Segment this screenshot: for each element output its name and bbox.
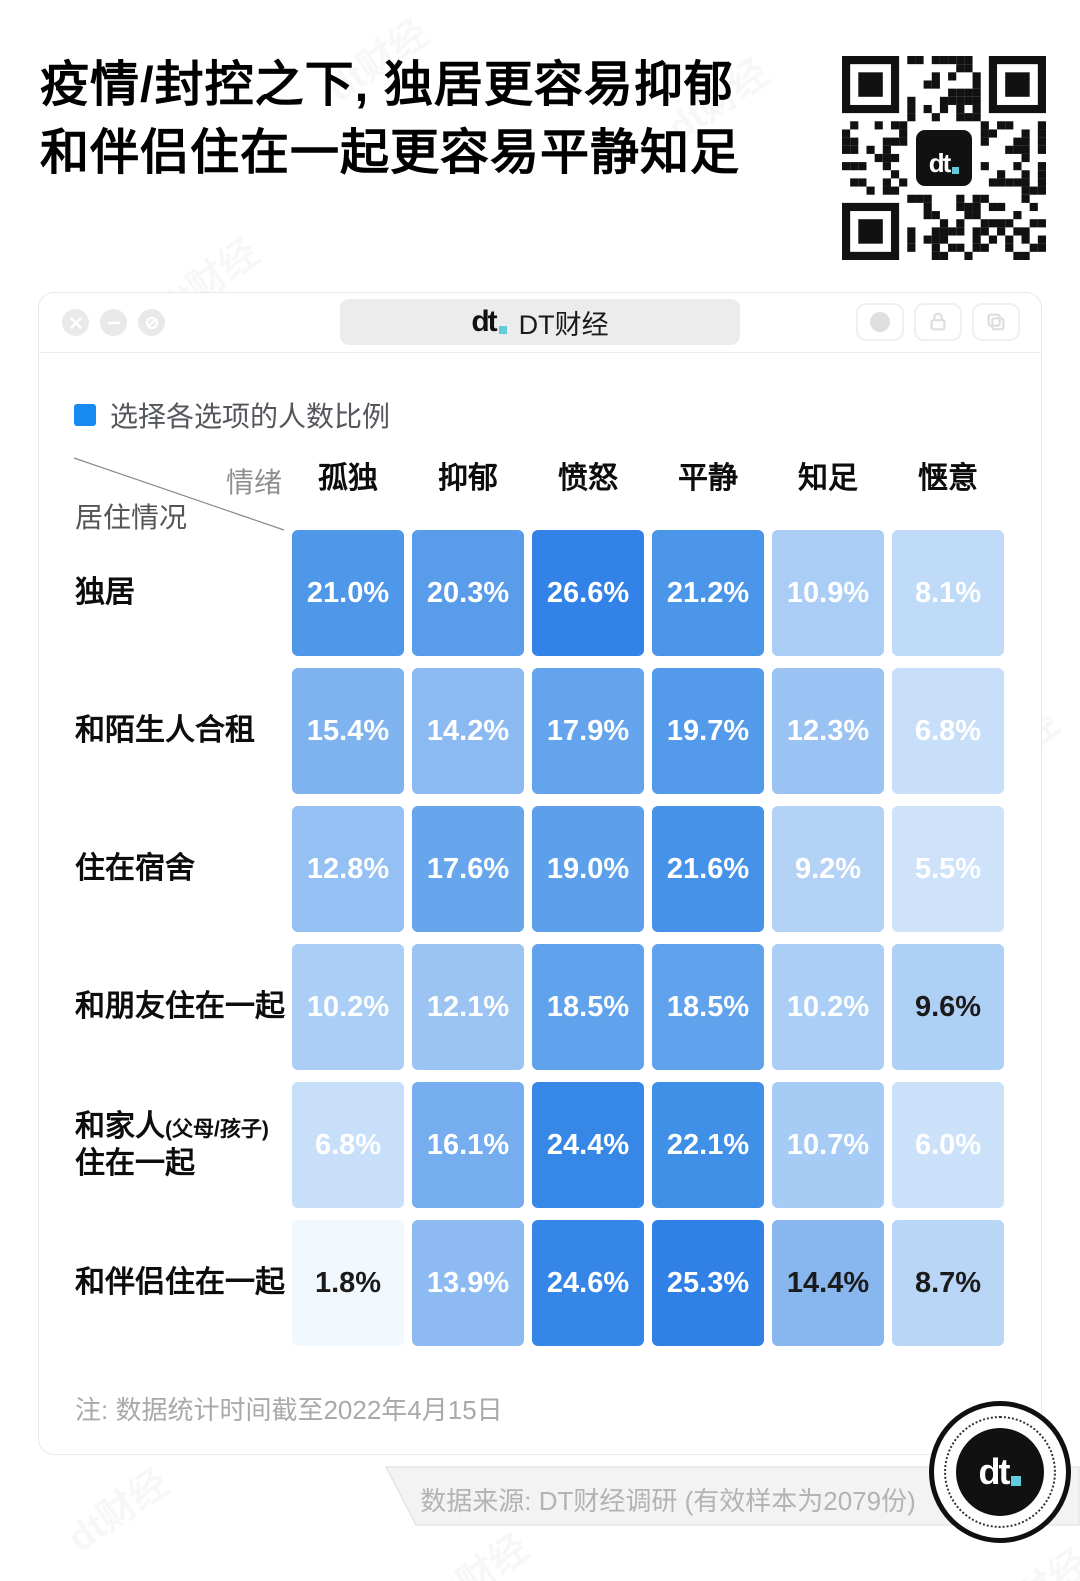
heatmap-cell-r5-c2: 16.1% xyxy=(412,1082,524,1208)
heatmap-cell-r5-c6: 6.0% xyxy=(892,1082,1004,1208)
heatmap-cell-r2-c1: 15.4% xyxy=(292,668,404,794)
window-controls xyxy=(62,309,165,336)
heatmap-cell-r6-c6: 8.7% xyxy=(892,1220,1004,1346)
column-header-5: 知足 xyxy=(798,462,858,495)
heatmap-cell-r1-c5: 10.9% xyxy=(772,530,884,656)
dt-logo-icon: dt xyxy=(979,1453,1022,1489)
browser-actions xyxy=(856,303,1020,341)
legend-swatch-icon xyxy=(74,404,96,426)
row-label-3: 住在宿舍 xyxy=(75,852,195,886)
heatmap-cell-r6-c4: 25.3% xyxy=(652,1220,764,1346)
heatmap-cell-r3-c4: 21.6% xyxy=(652,806,764,932)
row-label-4: 和朋友住在一起 xyxy=(75,990,285,1024)
heatmap-cell-r4-c6: 9.6% xyxy=(892,944,1004,1070)
row-labels: 独居和陌生人合租 住在宿舍和朋友住在一起和家人(父母/孩子) 住在一起和伴侣住在一起 xyxy=(75,530,287,1358)
record-button[interactable] xyxy=(856,303,904,341)
dt-footer-logo: dt xyxy=(929,1401,1071,1543)
heatmap-cell-r1-c2: 20.3% xyxy=(412,530,524,656)
heatmap-cell-r3-c5: 9.2% xyxy=(772,806,884,932)
minimize-button[interactable] xyxy=(100,309,127,336)
row-label-1: 独居 xyxy=(75,576,135,610)
column-header-4: 平静 xyxy=(678,462,738,495)
axis-label-emotion: 情绪 xyxy=(225,467,282,498)
browser-tab[interactable]: dt DT财经 xyxy=(340,299,740,345)
column-headers: 孤独 抑郁 愤怒 平静 知足 惬意 xyxy=(292,453,1004,497)
row-label-2: 和陌生人合租 xyxy=(75,714,255,748)
dt-logo-icon: dt xyxy=(929,150,960,176)
heatmap-cell-r1-c3: 26.6% xyxy=(532,530,644,656)
watermark: dt财经 xyxy=(420,1526,537,1581)
page-title: 疫情/封控之下, 独居更容易抑郁 和伴侣住在一起更容易平静知足 xyxy=(40,52,740,187)
qr-center-dt-logo: dt xyxy=(913,127,975,189)
axis-label-living: 居住情况 xyxy=(75,502,188,533)
dt-logo-icon: dt xyxy=(471,307,507,337)
legend: 选择各选项的人数比例 xyxy=(74,395,390,435)
dt-logo-dot-icon xyxy=(1011,1476,1022,1487)
footnote: 注: 数据统计时间截至2022年4月15日 xyxy=(75,1395,503,1425)
source-banner xyxy=(385,1466,1080,1526)
heatmap-cell-r4-c5: 10.2% xyxy=(772,944,884,1070)
tab-title: DT财经 xyxy=(518,309,609,340)
heatmap-cell-r5-c3: 24.4% xyxy=(532,1082,644,1208)
axis-diagonal-line xyxy=(73,457,285,531)
dt-logo-dot-icon xyxy=(498,326,507,334)
heatmap-cell-r4-c2: 12.1% xyxy=(412,944,524,1070)
heatmap-cell-r2-c5: 12.3% xyxy=(772,668,884,794)
column-header-2: 抑郁 xyxy=(438,462,498,495)
qr-code: dt xyxy=(842,56,1046,260)
watermark: dt财经 xyxy=(60,1461,177,1561)
heatmap-cell-r2-c4: 19.7% xyxy=(652,668,764,794)
heatmap-cell-r6-c3: 24.6% xyxy=(532,1220,644,1346)
heatmap-cell-r6-c2: 13.9% xyxy=(412,1220,524,1346)
dt-logo-dot-icon xyxy=(952,167,960,174)
row-label-5: 和家人(父母/孩子) 住在一起 xyxy=(75,1109,269,1181)
heatmap-cell-r1-c4: 21.2% xyxy=(652,530,764,656)
heatmap-cell-r2-c3: 17.9% xyxy=(532,668,644,794)
dotted-ring-icon: dt xyxy=(944,1416,1056,1528)
column-header-1: 孤独 xyxy=(318,462,378,495)
qr-pattern xyxy=(842,56,1046,260)
column-header-6: 惬意 xyxy=(918,462,978,495)
heatmap-cell-r5-c4: 22.1% xyxy=(652,1082,764,1208)
heatmap-cell-r6-c1: 1.8% xyxy=(292,1220,404,1346)
close-button[interactable] xyxy=(62,309,89,336)
heatmap-cell-r3-c1: 12.8% xyxy=(292,806,404,932)
column-header-3: 愤怒 xyxy=(558,462,618,495)
heatmap-cell-r5-c1: 6.8% xyxy=(292,1082,404,1208)
heatmap-cell-r4-c3: 18.5% xyxy=(532,944,644,1070)
dt-logo-circle: dt xyxy=(956,1428,1044,1516)
heatmap-cell-r3-c3: 19.0% xyxy=(532,806,644,932)
title-line-2: 和伴侣住在一起更容易平静知足 xyxy=(40,125,741,180)
heatmap-cell-r1-c1: 21.0% xyxy=(292,530,404,656)
heatmap-cell-r3-c6: 5.5% xyxy=(892,806,1004,932)
row-label-6: 和伴侣住在一起 xyxy=(75,1266,285,1300)
browser-header: dt DT财经 xyxy=(38,292,1042,353)
heatmap-cell-r2-c2: 14.2% xyxy=(412,668,524,794)
legend-label: 选择各选项的人数比例 xyxy=(110,401,391,432)
heatmap-cell-r2-c6: 6.8% xyxy=(892,668,1004,794)
copy-button[interactable] xyxy=(972,303,1020,341)
title-line-1: 疫情/封控之下, 独居更容易抑郁 xyxy=(40,58,734,112)
source-text: 数据来源: DT财经调研 (有效样本为2079份) xyxy=(420,1486,916,1516)
heatmap-grid: 21.0% 20.3% 26.6% 21.2% 10.9% 8.1% 15.4% 14.2% 1… xyxy=(292,530,1004,1346)
lock-button[interactable] xyxy=(914,303,962,341)
heatmap-cell-r1-c6: 8.1% xyxy=(892,530,1004,656)
heatmap-cell-r4-c1: 10.2% xyxy=(292,944,404,1070)
heatmap-cell-r6-c5: 14.4% xyxy=(772,1220,884,1346)
block-button[interactable] xyxy=(138,309,165,336)
heatmap-cell-r5-c5: 10.7% xyxy=(772,1082,884,1208)
heatmap-cell-r4-c4: 18.5% xyxy=(652,944,764,1070)
heatmap-cell-r3-c2: 17.6% xyxy=(412,806,524,932)
